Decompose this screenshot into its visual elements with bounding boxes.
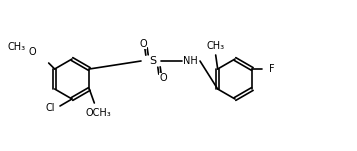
Text: O: O xyxy=(139,39,147,49)
Text: CH₃: CH₃ xyxy=(207,41,225,51)
Text: O: O xyxy=(29,47,36,57)
Text: OCH₃: OCH₃ xyxy=(85,108,111,118)
Text: NH: NH xyxy=(183,56,197,66)
Text: F: F xyxy=(268,64,274,74)
Text: O: O xyxy=(159,73,167,83)
Text: Cl: Cl xyxy=(45,103,55,113)
Text: S: S xyxy=(150,56,157,66)
Text: CH₃: CH₃ xyxy=(7,42,26,52)
